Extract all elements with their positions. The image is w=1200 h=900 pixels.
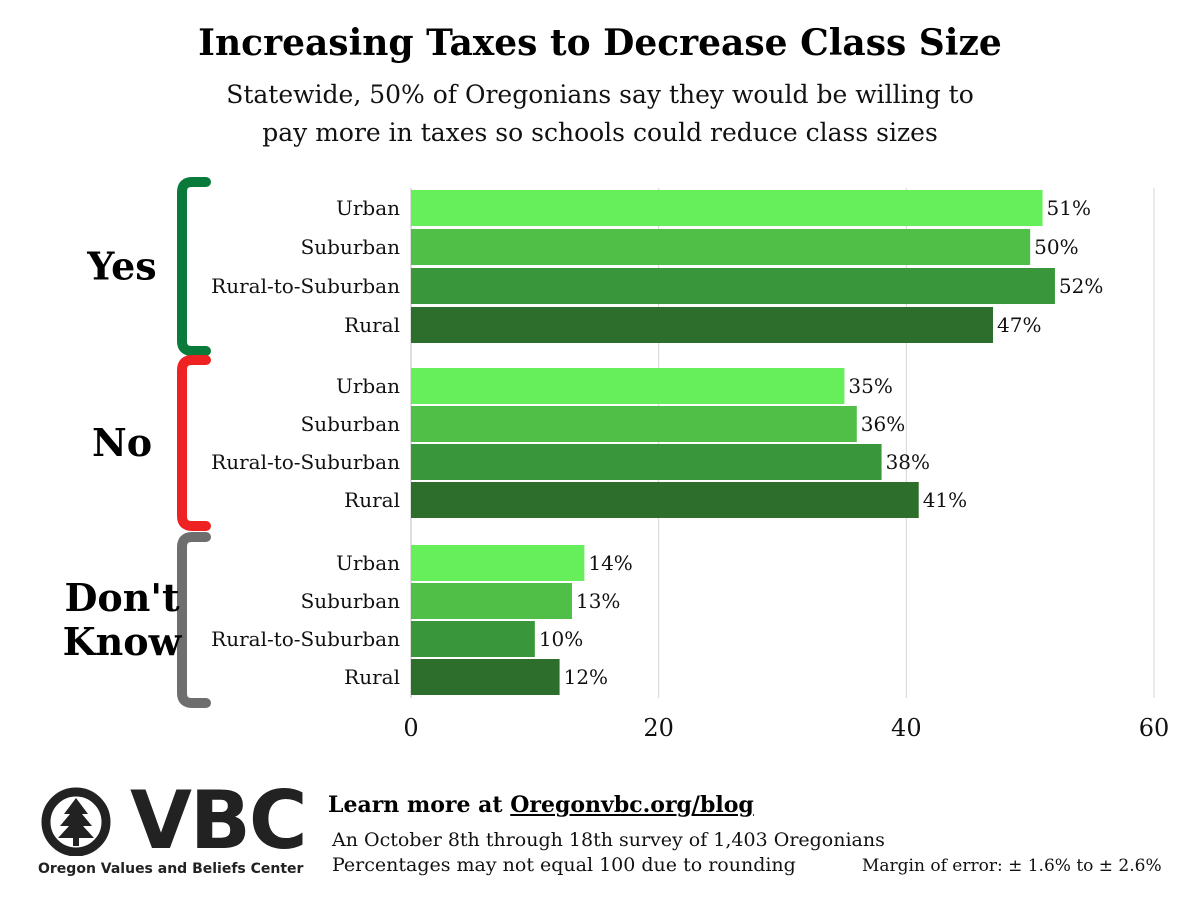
- bar: [411, 545, 585, 581]
- logo-letters: VBC: [130, 774, 308, 867]
- learn-more-prefix: Learn more at: [328, 792, 511, 818]
- ovbc-logo: VBC Oregon Values and Beliefs Center: [38, 774, 308, 877]
- bar-value-label: 51%: [1047, 196, 1091, 220]
- group-label: Don't: [64, 575, 180, 620]
- category-label: Rural-to-Suburban: [211, 627, 400, 651]
- bar: [411, 307, 994, 343]
- survey-note: An October 8th through 18th survey of 1,…: [332, 829, 885, 851]
- category-label: Suburban: [301, 412, 401, 436]
- bar-value-label: 36%: [861, 412, 905, 436]
- chart-subtitle: Statewide, 50% of Oregonians say they wo…: [0, 76, 1200, 152]
- group-bracket: [177, 177, 211, 356]
- tree-circle-icon: [41, 787, 111, 857]
- subtitle-line-2: pay more in taxes so schools could reduc…: [262, 118, 938, 147]
- chart-title: Increasing Taxes to Decrease Class Size: [198, 22, 1002, 64]
- category-label: Rural-to-Suburban: [211, 274, 400, 298]
- bar-value-label: 38%: [886, 450, 930, 474]
- category-label: Rural: [344, 488, 400, 512]
- blog-link[interactable]: Oregonvbc.org/blog: [510, 792, 754, 818]
- bar: [411, 583, 572, 619]
- learn-more: Learn more at Oregonvbc.org/blog: [328, 792, 754, 818]
- category-label: Urban: [336, 196, 400, 220]
- category-label: Suburban: [301, 235, 401, 259]
- group-bracket: [177, 532, 211, 708]
- subtitle-line-1: Statewide, 50% of Oregonians say they wo…: [226, 80, 974, 109]
- bar: [411, 621, 535, 657]
- x-tick-label: 40: [891, 714, 922, 742]
- bar: [411, 482, 919, 518]
- margin-of-error: Margin of error: ± 1.6% to ± 2.6%: [862, 856, 1162, 876]
- category-label: Urban: [336, 374, 400, 398]
- logo-caption: Oregon Values and Beliefs Center: [38, 861, 304, 877]
- category-label: Rural: [344, 665, 400, 689]
- category-label: Rural: [344, 313, 400, 337]
- bar-value-label: 10%: [539, 627, 583, 651]
- bar-value-label: 50%: [1034, 235, 1078, 259]
- x-tick-label: 20: [643, 714, 674, 742]
- bar-value-label: 12%: [564, 665, 608, 689]
- bar-value-label: 41%: [923, 488, 967, 512]
- bar: [411, 444, 882, 480]
- bar-value-label: 47%: [997, 313, 1041, 337]
- group-label: No: [92, 420, 152, 465]
- bar-value-label: 13%: [576, 589, 620, 613]
- category-label: Rural-to-Suburban: [211, 450, 400, 474]
- group-bracket: [177, 355, 211, 531]
- group-label: Know: [63, 619, 183, 664]
- bar: [411, 368, 845, 404]
- group-label: Yes: [86, 244, 156, 289]
- bar: [411, 406, 857, 442]
- bar-chart: 0 20 40 60 Yes 51% Urban 50% Suburban 52% Rural-to…: [63, 177, 1170, 742]
- rounding-note: Percentages may not equal 100 due to rou…: [332, 854, 796, 876]
- category-label: Suburban: [301, 589, 401, 613]
- x-tick-label: 60: [1139, 714, 1170, 742]
- bar-value-label: 14%: [588, 551, 632, 575]
- category-label: Urban: [336, 551, 400, 575]
- bar-value-label: 35%: [848, 374, 892, 398]
- bar: [411, 190, 1043, 226]
- bar: [411, 659, 560, 695]
- x-tick-label: 0: [403, 714, 418, 742]
- bar: [411, 229, 1031, 265]
- bar-value-label: 52%: [1059, 274, 1103, 298]
- bar: [411, 268, 1055, 304]
